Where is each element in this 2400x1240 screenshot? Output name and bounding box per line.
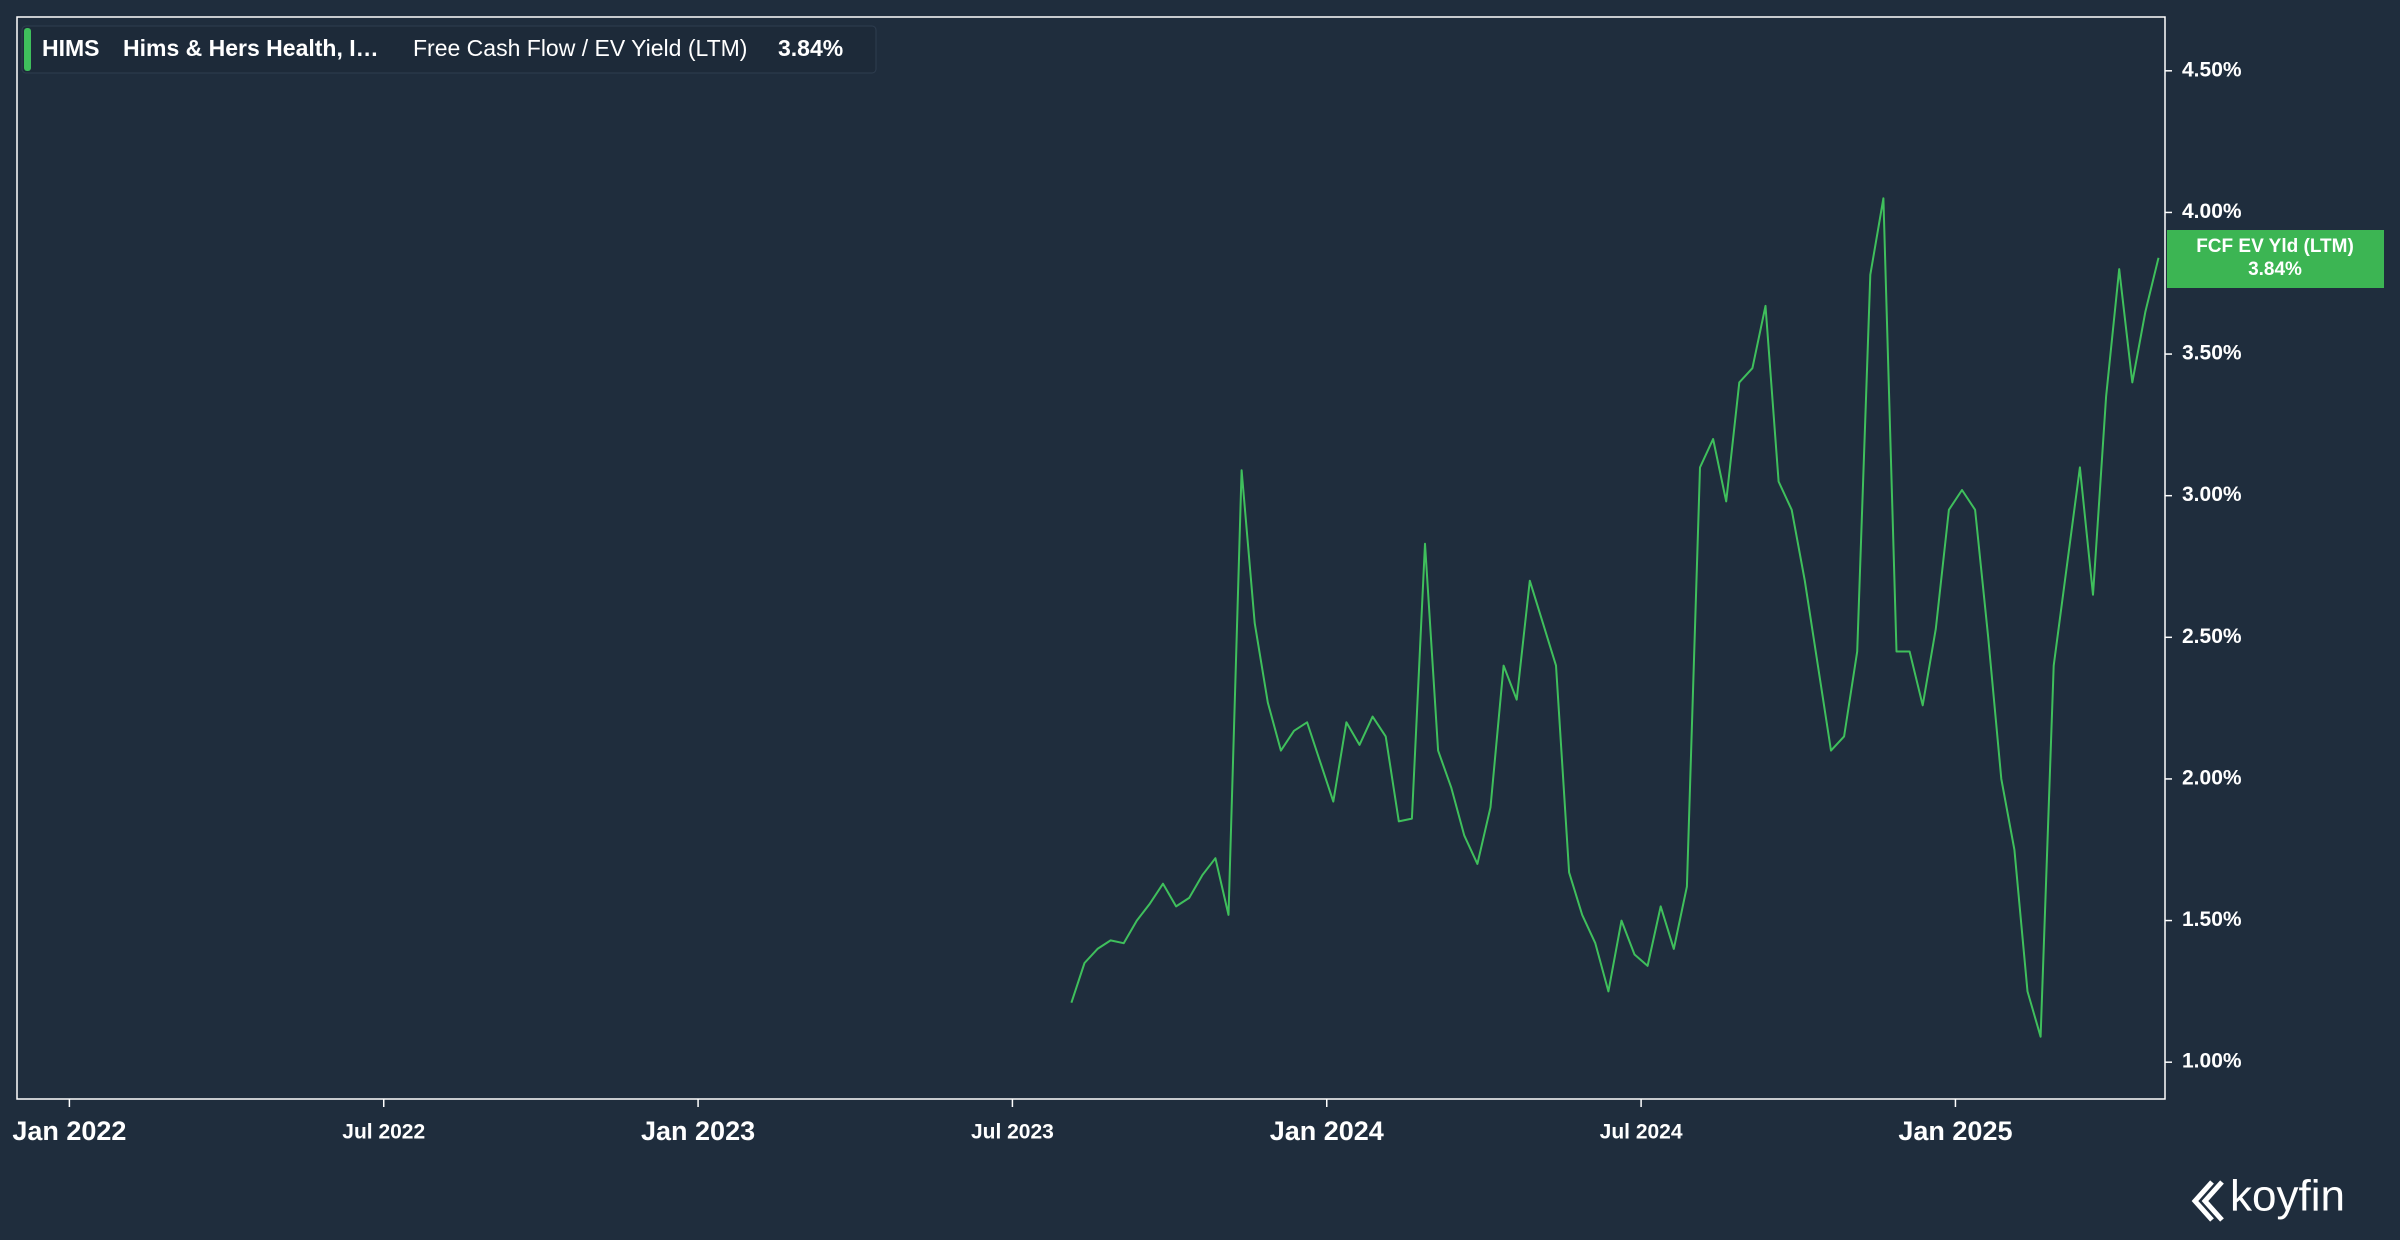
y-tick-label: 3.50%: [2182, 342, 2242, 365]
y-tick-label: 4.00%: [2182, 200, 2242, 223]
x-tick-label: Jul 2023: [971, 1121, 1054, 1144]
x-tick-label: Jan 2024: [1270, 1116, 1384, 1146]
y-tick-label: 3.00%: [2182, 483, 2242, 506]
y-tick-label: 1.50%: [2182, 908, 2242, 931]
legend-swatch: [24, 28, 31, 71]
y-tick-label: 2.50%: [2182, 625, 2242, 648]
ticker: HIMS: [42, 35, 100, 61]
x-tick-label: Jul 2022: [342, 1121, 425, 1144]
legend-value: 3.84%: [778, 35, 843, 61]
brand-logo: [2191, 1180, 2224, 1222]
x-tick-label: Jul 2024: [1600, 1121, 1683, 1144]
x-tick-label: Jan 2025: [1898, 1116, 2012, 1146]
brand: koyfin: [2230, 1172, 2345, 1221]
y-tick-label: 4.50%: [2182, 58, 2242, 81]
company: Hims & Hers Health, I…: [123, 35, 379, 61]
price-tag-label: FCF EV Yld (LTM): [2196, 236, 2354, 257]
y-tick-label: 1.00%: [2182, 1050, 2242, 1073]
y-tick-label: 2.00%: [2182, 766, 2242, 789]
legend-series-name: Free Cash Flow / EV Yield (LTM): [413, 35, 747, 61]
plot-frame: [16, 16, 2166, 1100]
x-tick-label: Jan 2022: [12, 1116, 126, 1146]
price-tag: [2167, 230, 2384, 288]
series-line: [1070, 197, 2160, 1038]
legend-box[interactable]: [21, 25, 877, 74]
x-tick-label: Jan 2023: [641, 1116, 755, 1146]
price-tag-value: 3.84%: [2248, 259, 2302, 280]
